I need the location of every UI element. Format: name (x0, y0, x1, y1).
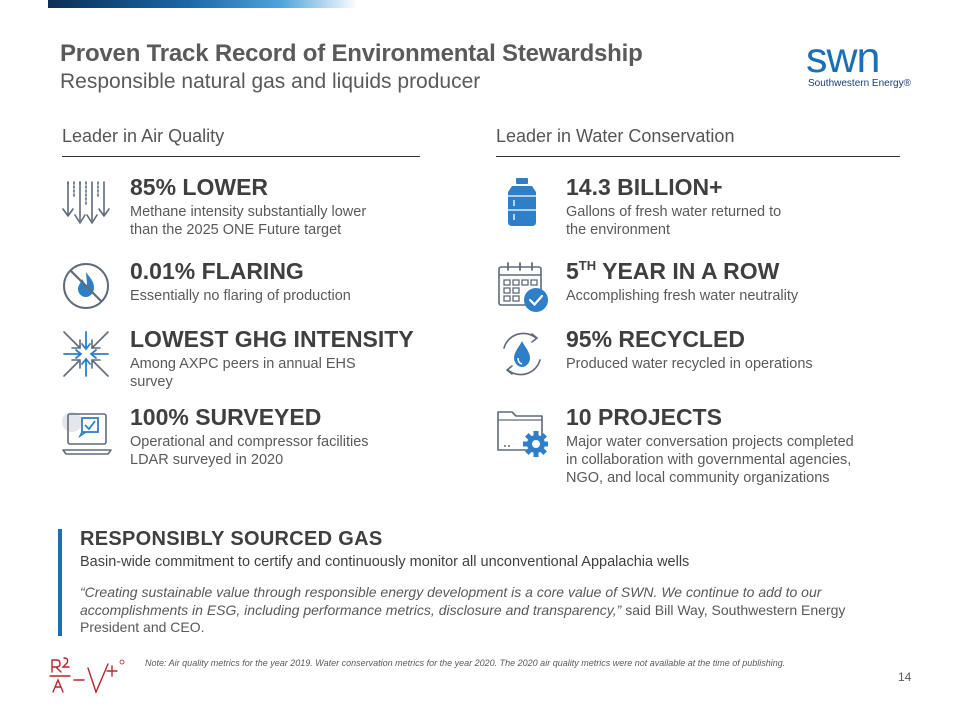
callout-heading: RESPONSIBLY SOURCED GAS (80, 528, 383, 550)
water-item-description: Accomplishing fresh water neutrality (566, 288, 799, 304)
air-item-description: Essentially no flaring of production (130, 288, 351, 304)
calendar-check-icon (498, 262, 548, 312)
air-item-headline: LOWEST GHG INTENSITY (130, 326, 414, 352)
page-subtitle: Responsible natural gas and liquids prod… (60, 70, 481, 93)
water-item-headline: 5TH YEAR IN A ROW (566, 258, 780, 284)
callout-accent-bar (58, 529, 62, 636)
water-item-description: Gallons of fresh water returned to the e… (566, 204, 782, 238)
top-accent-bar (48, 0, 358, 8)
water-item-headline: 10 PROJECTS (566, 404, 722, 430)
water-conservation-heading: Leader in Water Conservation (496, 126, 735, 146)
downward-arrows-icon (62, 181, 110, 224)
air-quality-heading: Leader in Air Quality (62, 126, 225, 146)
air-item-headline: 0.01% FLARING (130, 258, 304, 284)
no-flame-icon (63, 263, 109, 309)
air-item-description: Operational and compressor facilities LD… (130, 434, 369, 468)
water-item-description: Major water conversation projects comple… (566, 434, 854, 486)
air-quality-divider (62, 156, 420, 157)
air-item-description: Among AXPC peers in annual EHS survey (130, 356, 356, 390)
logo-text: Southwestern Energy® (808, 78, 911, 89)
recycle-drop-icon (503, 332, 541, 376)
water-item-headline: 95% RECYCLED (566, 326, 745, 352)
water-item-headline: 14.3 BILLION+ (566, 174, 723, 200)
air-item-headline: 100% SURVEYED (130, 404, 322, 430)
water-item-description: Produced water recycled in operations (566, 356, 813, 372)
air-item-description: Methane intensity substantially lower th… (130, 204, 367, 238)
water-jug-icon (508, 178, 536, 226)
laptop-check-icon (62, 412, 112, 455)
callout-subheading: Basin-wide commitment to certify and con… (80, 554, 690, 570)
water-conservation-divider (496, 156, 900, 157)
swn-logo: swn Southwestern Energy® (806, 36, 916, 89)
ceo-quote: “Creating sustainable value through resp… (80, 584, 846, 635)
compress-arrows-icon (63, 331, 109, 377)
page-title: Proven Track Record of Environmental Ste… (60, 40, 643, 67)
page-number: 14 (898, 670, 912, 684)
folder-gear-icon (497, 411, 548, 457)
logo-mark: swn (806, 34, 880, 82)
rav-logo-icon (49, 657, 125, 694)
footnote: Note: Air quality metrics for the year 2… (145, 658, 786, 668)
air-item-headline: 85% LOWER (130, 174, 269, 200)
